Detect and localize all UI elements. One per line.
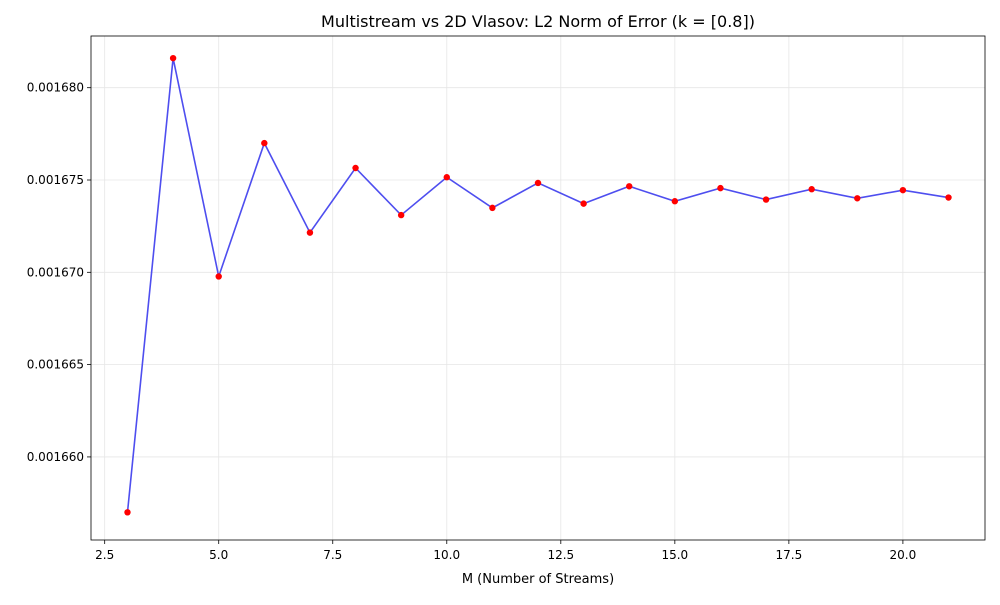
data-point	[945, 194, 952, 201]
chart-title: Multistream vs 2D Vlasov: L2 Norm of Err…	[321, 12, 755, 31]
x-axis-label: M (Number of Streams)	[462, 572, 614, 587]
data-point	[808, 186, 815, 193]
x-tick-label: 12.5	[547, 548, 574, 562]
series-line	[126, 57, 949, 513]
data-point	[169, 54, 177, 62]
data-point	[489, 204, 496, 212]
x-tick-label: 20.0	[890, 548, 917, 562]
data-point	[626, 183, 633, 190]
x-tick-label: 17.5	[776, 548, 803, 562]
data-point	[215, 273, 222, 280]
data-point	[261, 139, 268, 147]
data-series	[124, 54, 952, 516]
y-tick-label: 0.001660	[27, 450, 84, 464]
data-point	[397, 211, 405, 219]
x-tick-label: 10.0	[433, 548, 460, 562]
y-tick-label: 0.001670	[27, 265, 84, 279]
x-tick-label: 15.0	[661, 548, 688, 562]
data-point	[854, 195, 861, 202]
data-point	[443, 174, 450, 181]
data-point	[580, 200, 587, 207]
y-tick-label: 0.001665	[27, 358, 84, 372]
plot-frame	[90, 35, 986, 541]
data-point	[762, 196, 770, 203]
x-tick-label: 5.0	[209, 548, 228, 562]
data-point	[717, 184, 724, 192]
data-point	[124, 509, 131, 516]
y-tick-label: 0.001680	[27, 81, 84, 95]
data-point	[899, 186, 907, 194]
x-tick-label: 2.5	[95, 548, 114, 562]
data-point	[671, 198, 679, 205]
data-point	[534, 179, 542, 187]
x-tick-label: 7.5	[323, 548, 342, 562]
y-tick-label: 0.001675	[27, 173, 84, 187]
grid	[91, 36, 985, 540]
data-point	[306, 229, 314, 236]
axis-ticks: 2.5 5.0 7.5 10.0 12.5 15.0 17.5 20.0 0.001660 0.0…	[27, 81, 917, 562]
data-point	[352, 164, 359, 172]
